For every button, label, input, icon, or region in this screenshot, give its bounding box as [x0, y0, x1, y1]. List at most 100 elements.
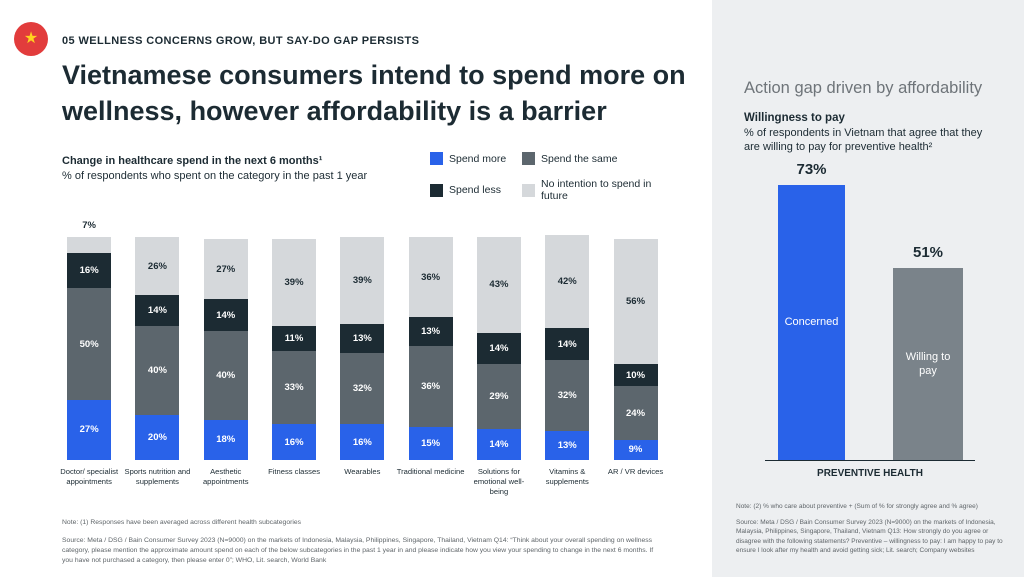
segment-value: 24% [626, 407, 646, 419]
segment-value: 15% [421, 437, 441, 449]
bar-value: 51% [912, 243, 944, 261]
bar-inner-label: Willing to pay [905, 350, 951, 377]
segment-spend-the-same: 40% [135, 326, 180, 416]
footnote: Note: (2) % who care about preventive + … [736, 503, 978, 510]
bar-column: 27% 14% 40% 18% Aesthetic appointments [192, 212, 260, 497]
x-axis-label: PREVENTIVE HEALTH [817, 468, 923, 479]
segment-spend-the-same: 32% [545, 359, 590, 432]
segment-value: 14% [216, 309, 236, 321]
category-label: Fitness classes [268, 467, 320, 476]
segment-value: 42% [557, 276, 577, 288]
page-title: Vietnamese consumers intend to spend mor… [62, 60, 686, 126]
category-label: Sports nutrition and supplements [124, 467, 191, 486]
segment-spend-more: 14% [476, 428, 521, 460]
segment-value: 14% [557, 338, 577, 350]
bar-column: 43% 14% 29% 14% Solutions for emotional well… [465, 212, 533, 497]
segment-spend-the-same: 50% [67, 288, 112, 400]
category-label: AR / VR devices [607, 467, 664, 476]
segment-spend-less: 14% [476, 332, 521, 365]
segment-spend-more: 13% [545, 431, 590, 460]
segment-spend-less: 10% [613, 364, 658, 387]
bar-column: 56% 10% 24% 9% AR / VR devices [601, 212, 669, 497]
segment-value: 39% [284, 277, 304, 289]
segment-value: 7% [82, 220, 96, 231]
segment-no-intention-to-spend-in-future [67, 237, 112, 253]
segment-value: 14% [489, 343, 509, 355]
segment-value: 14% [147, 305, 167, 317]
segment-spend-less: 16% [67, 252, 112, 289]
legend-item-spend-more: Spend more [430, 152, 522, 165]
segment-spend-more: 16% [340, 424, 385, 460]
category-label: Wearables [344, 467, 381, 476]
segment-no-intention-to-spend-in-future: 27% [203, 239, 248, 300]
axis-baseline [765, 460, 975, 461]
legend-item-spend-less: Spend less [430, 178, 522, 202]
vietnam-flag-icon: ★ [14, 22, 48, 56]
bar-willing-to-pay: 51% Willing to pay [893, 244, 963, 460]
legend-item-no-intention: No intention to spend in future [522, 178, 675, 202]
segment-spend-more: 18% [203, 419, 248, 460]
segment-no-intention-to-spend-in-future: 56% [613, 239, 658, 365]
segment-value: 16% [79, 264, 99, 276]
segment-value: 36% [421, 380, 441, 392]
bar-column: 39% 13% 32% 16% Wearables [328, 212, 396, 497]
segment-spend-more: 20% [135, 415, 180, 460]
segment-value: 32% [557, 389, 577, 401]
segment-value: 43% [489, 279, 509, 291]
segment-spend-the-same: 24% [613, 386, 658, 440]
segment-value: 56% [626, 296, 646, 308]
bar-inner-label: Concerned [784, 316, 839, 329]
legend-item-spend-the-same: Spend the same [522, 152, 675, 165]
chart-subtitle: % of respondents who spent on the catego… [62, 170, 368, 182]
segment-value: 27% [79, 424, 99, 436]
right-panel [712, 0, 1024, 577]
category-label: Solutions for emotional well-being [473, 467, 525, 496]
legend-label: Spend more [449, 152, 507, 165]
category-label: Doctor/ specialist appointments [60, 467, 119, 486]
segment-value: 10% [626, 369, 646, 381]
segment-no-intention-to-spend-in-future: 39% [340, 237, 385, 324]
chart-legend: Spend more Spend the same Spend less No … [430, 152, 675, 202]
segment-spend-less: 13% [340, 323, 385, 353]
willingness-title: Willingness to pay [744, 112, 845, 124]
segment-spend-less: 14% [203, 299, 248, 331]
segment-no-intention-to-spend-in-future: 26% [135, 237, 180, 295]
segment-spend-less: 13% [408, 317, 453, 347]
segment-spend-the-same: 29% [476, 364, 521, 429]
category-label: Traditional medicine [396, 467, 465, 476]
segment-spend-less: 14% [135, 295, 180, 327]
segment-spend-the-same: 36% [408, 346, 453, 427]
legend-label: Spend the same [541, 152, 618, 165]
segment-no-intention-to-spend-in-future: 36% [408, 237, 453, 318]
segment-value: 39% [352, 275, 372, 286]
segment-value: 13% [352, 332, 372, 344]
panel-heading: Action gap driven by affordability [744, 79, 983, 97]
bar-column: 39% 11% 33% 16% Fitness classes [260, 212, 328, 497]
segment-value: 13% [421, 326, 441, 338]
segment-spend-more: 16% [272, 424, 317, 460]
segment-spend-the-same: 33% [272, 350, 317, 425]
segment-spend-more: 27% [67, 399, 112, 460]
segment-value: 26% [147, 260, 167, 272]
segment-value: 32% [352, 383, 372, 395]
legend-label: No intention to spend in future [541, 178, 652, 202]
segment-value: 11% [284, 332, 304, 344]
source-text: Source: Meta / DSG / Bain Consumer Surve… [62, 537, 654, 565]
segment-value: 29% [489, 390, 509, 402]
bar-column: 7% 16% 50% 27% Doctor/ specialist appointmen… [55, 212, 123, 497]
segment-spend-more: 15% [408, 426, 453, 460]
segment-value: 9% [628, 444, 643, 456]
segment-value: 20% [147, 432, 167, 444]
bar-column: 42% 14% 32% 13% Vitamins & supplements [533, 212, 601, 497]
segment-value: 27% [216, 263, 236, 275]
bar-value: 73% [796, 160, 827, 178]
legend-swatch [430, 152, 443, 165]
category-label: Vitamins & supplements [545, 467, 589, 486]
segment-value: 16% [284, 436, 304, 448]
action-gap-chart: 73% Concerned 51% Willing to pay [760, 140, 980, 460]
legend-swatch [522, 152, 535, 165]
bar-column: 36% 13% 36% 15% Traditional medicine [396, 212, 464, 497]
segment-value: 14% [489, 438, 509, 450]
willingness-subtitle: % of respondents in Vietnam that agree t… [744, 127, 983, 154]
star-icon: ★ [23, 30, 39, 47]
